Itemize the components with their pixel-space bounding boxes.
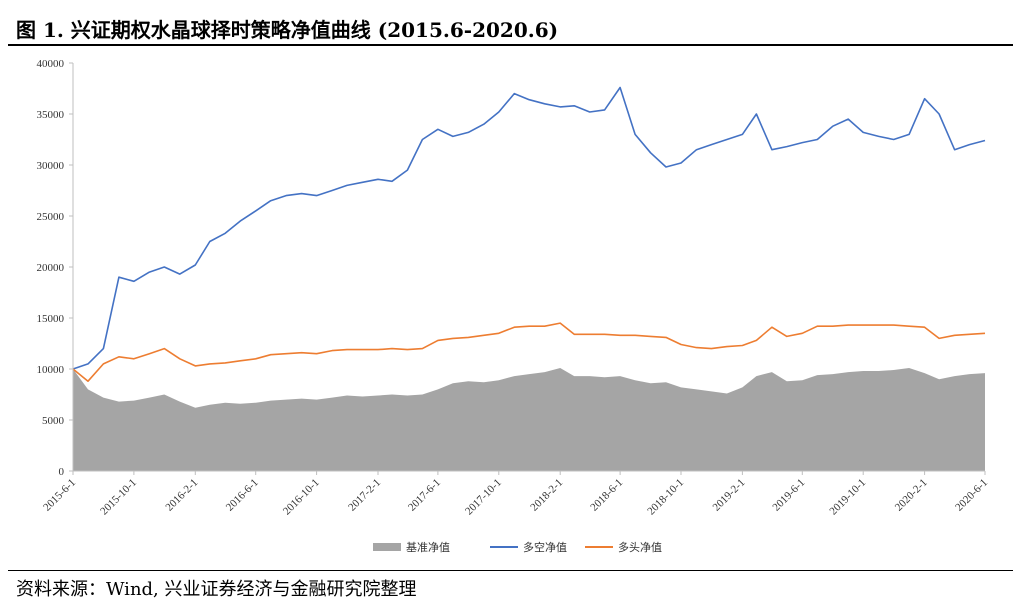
x-tick-label: 2016-10-1: [281, 477, 322, 518]
x-tick-label: 2015-6-1: [41, 477, 78, 514]
source-note: 资料来源：Wind, 兴业证券经济与金融研究院整理: [16, 579, 417, 600]
x-tick-label: 2019-10-1: [827, 477, 868, 518]
x-tick-label: 2015-10-1: [98, 477, 139, 518]
x-tick-label: 2018-6-1: [588, 477, 625, 514]
y-tick-label: 25000: [37, 211, 65, 223]
series-line-long-short: [72, 86, 986, 370]
y-tick-label: 10000: [37, 364, 65, 376]
legend-label: 基准净值: [406, 540, 450, 554]
source-footer: 资料来源：Wind, 兴业证券经济与金融研究院整理: [8, 570, 1013, 603]
x-tick-label: 2019-6-1: [770, 477, 807, 514]
x-tick-label: 2017-2-1: [346, 477, 383, 514]
x-tick-label: 2016-6-1: [224, 477, 261, 514]
legend-item: 基准净值: [373, 540, 450, 554]
y-tick-label: 30000: [37, 160, 65, 172]
legend: 基准净值 多空净值 多头净值: [373, 540, 662, 554]
x-tick-label: 2020-2-1: [893, 477, 930, 514]
x-tick-label: 2017-6-1: [406, 477, 443, 514]
legend-swatch: [373, 543, 401, 551]
y-tick-label: 20000: [37, 262, 65, 274]
y-tick-label: 5000: [42, 415, 65, 427]
legend-label: 多空净值: [523, 540, 567, 554]
series-lines-layer: [72, 86, 986, 382]
legend-item: 多空净值: [490, 540, 567, 554]
chart-title: 图 1. 兴证期权水晶球择时策略净值曲线 (2015.6-2020.6): [16, 18, 559, 42]
x-tick-label: 2017-10-1: [463, 477, 504, 518]
title-bar: 图 1. 兴证期权水晶球择时策略净值曲线 (2015.6-2020.6): [8, 10, 1013, 46]
series-line-long-only: [72, 322, 986, 382]
x-tick-label: 2020-6-1: [953, 477, 990, 514]
y-tick-label: 40000: [37, 58, 65, 70]
x-tick-label: 2019-2-1: [711, 477, 748, 514]
x-tick-label: 2016-2-1: [163, 477, 200, 514]
benchmark-area-layer: [73, 368, 985, 471]
net-value-chart: 0 5000 10000 15000 20000 25000 30000 35000 40000…: [37, 58, 991, 554]
x-tick-label: 2018-2-1: [528, 477, 565, 514]
legend-item: 多头净值: [585, 540, 662, 554]
y-tick-label: 35000: [37, 109, 65, 121]
legend-label: 多头净值: [618, 540, 662, 554]
y-tick-label: 0: [59, 466, 65, 478]
x-tick-label: 2018-10-1: [645, 477, 686, 518]
y-tick-label: 15000: [37, 313, 65, 325]
series-area-benchmark: [73, 368, 985, 471]
